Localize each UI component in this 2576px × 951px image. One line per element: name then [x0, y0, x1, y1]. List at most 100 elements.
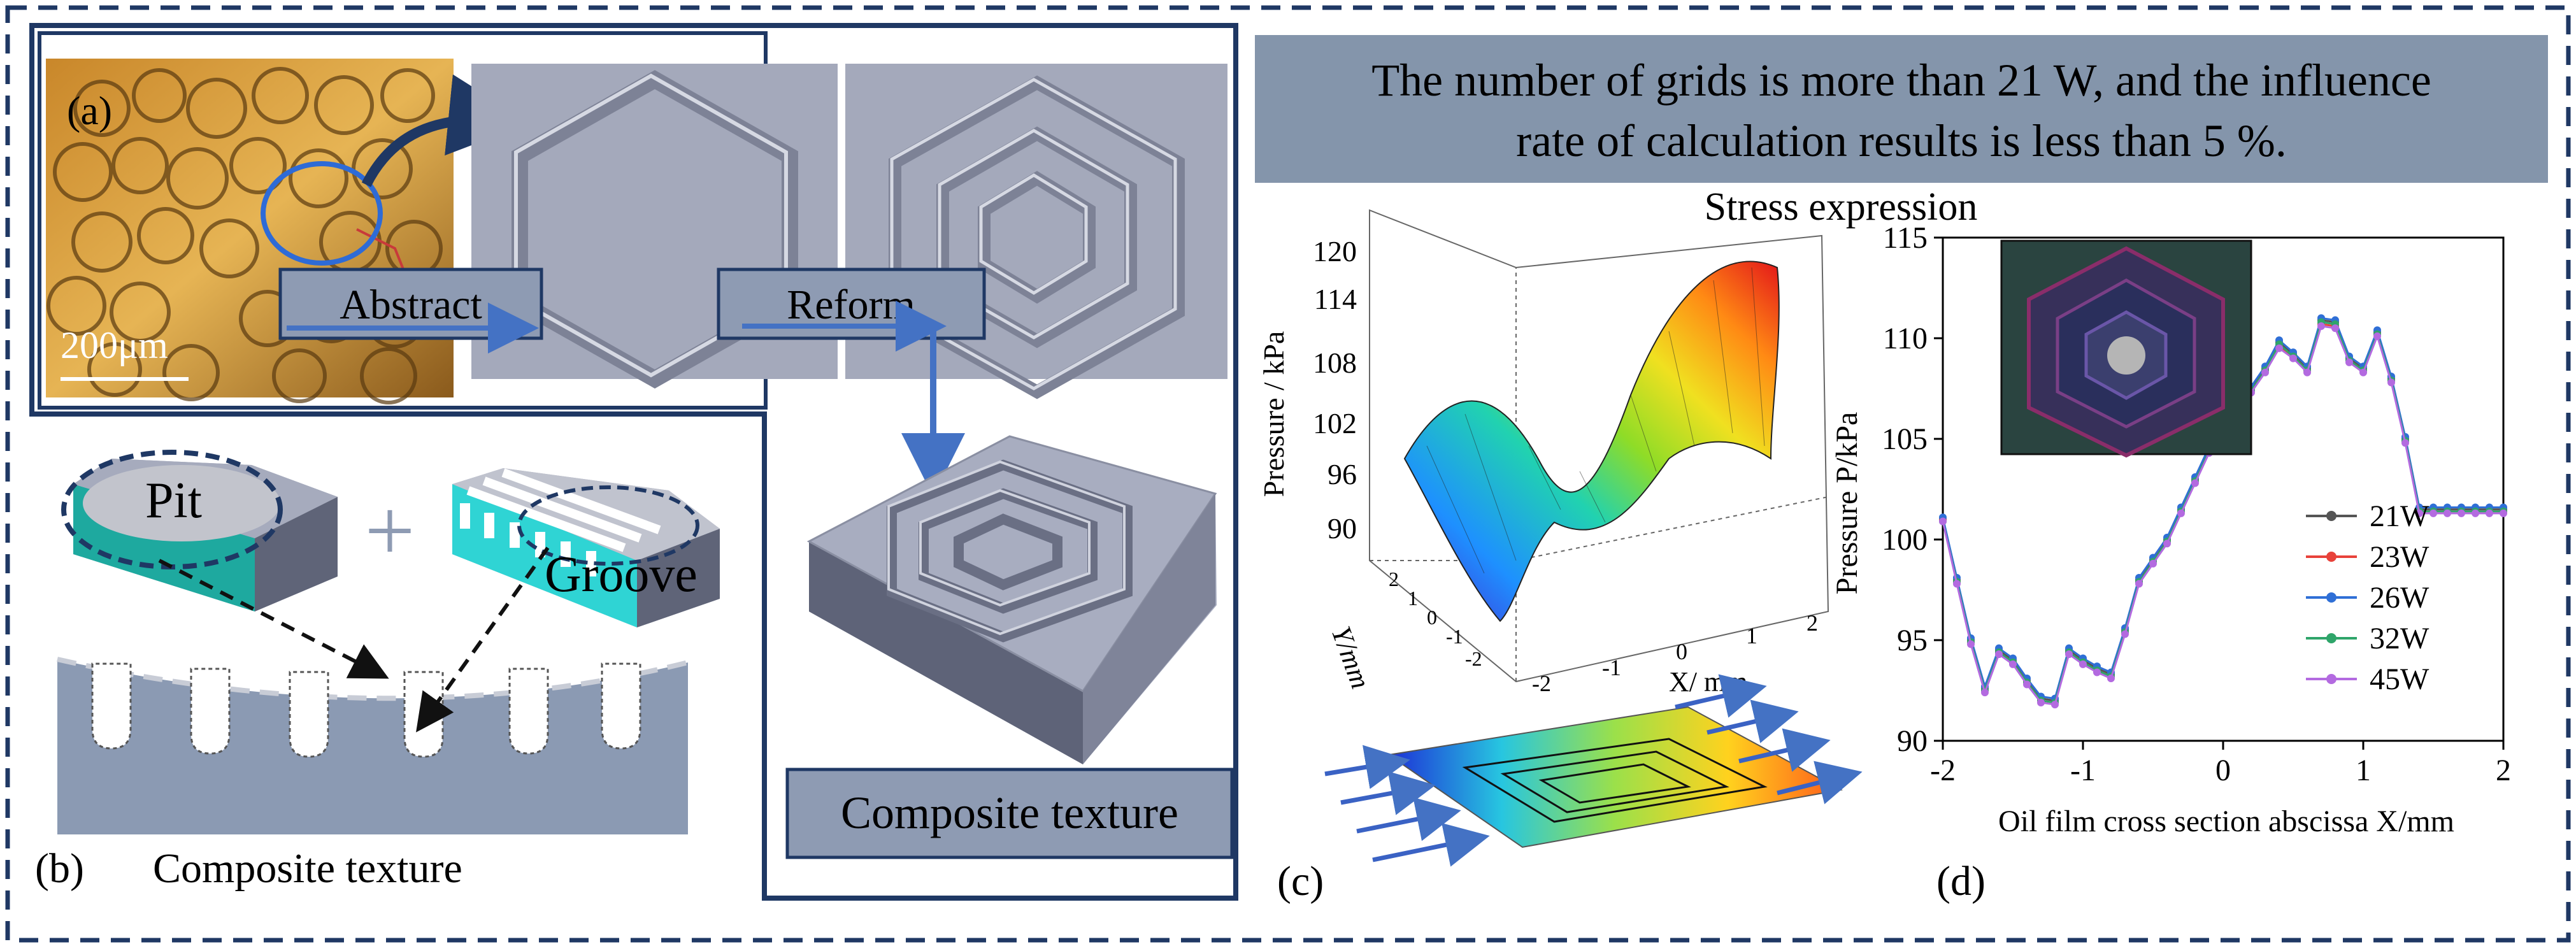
x-tick: 1: [1746, 623, 1757, 648]
composite-texture-box: [785, 768, 1234, 859]
panel-d-label: (d): [1936, 858, 1986, 905]
data-point: [2191, 479, 2199, 487]
legend-label: 45W: [2370, 662, 2429, 696]
data-point: [1981, 689, 1989, 697]
chart-y-label: Pressure P/kPa: [1830, 412, 1864, 595]
composite-texture-label: Composite texture: [841, 787, 1178, 838]
plus-symbol: +: [365, 482, 415, 580]
x-tick-label: 0: [2215, 754, 2231, 787]
concentric-hexagon-render: [845, 64, 1227, 399]
mesh-inset: [2000, 240, 2252, 458]
y-tick-label: 115: [1883, 221, 1928, 255]
groove-label: Groove: [545, 547, 698, 603]
micrograph-image: [46, 59, 454, 404]
x-ticks: -2 -1 0 1 2: [1532, 610, 1818, 696]
z-tick: 120: [1313, 235, 1357, 268]
data-point: [2051, 701, 2059, 709]
x-tick: 0: [1676, 639, 1687, 664]
data-point: [2486, 509, 2493, 517]
panel-a-label: (a): [67, 88, 112, 133]
data-point: [2135, 580, 2143, 588]
data-point: [2065, 650, 2073, 659]
chart-x-label: Oil film cross section abscissa X/mm: [1998, 804, 2454, 838]
data-point: [2177, 509, 2185, 517]
surface-mesh: [1426, 267, 1765, 574]
outer-dashed-frame: [5, 5, 2571, 943]
legend-marker: [2326, 592, 2336, 603]
data-point: [1939, 517, 1947, 526]
left-panel-border: [29, 23, 1238, 901]
panel-d: Pressure P/kPa Oil film cross section ab…: [1830, 221, 2511, 905]
z-tick: 96: [1327, 458, 1357, 490]
data-point: [2345, 358, 2353, 366]
data-point: [2037, 698, 2045, 706]
y-tick: -1: [1446, 625, 1463, 648]
data-point: [2023, 680, 2031, 689]
data-point: [2009, 660, 2017, 668]
panel-c: The number of grids is more than 21 W, a…: [1255, 35, 2548, 905]
data-point: [2107, 675, 2115, 683]
data-point: [2289, 354, 2297, 362]
data-point: [2093, 668, 2101, 676]
panel-c-label: (c): [1277, 858, 1324, 905]
data-point: [2331, 324, 2339, 332]
data-point: [1967, 640, 1975, 648]
data-point: [2458, 509, 2465, 517]
legend-label: 21W: [2370, 499, 2429, 533]
data-point: [1953, 580, 1961, 588]
panel-b-caption: Composite texture: [153, 845, 462, 892]
data-point: [2261, 368, 2269, 376]
down-arrow: [901, 322, 965, 497]
composite-block-3d: [806, 435, 1217, 764]
x-tick-label: -2: [1930, 754, 1956, 787]
y-tick-label: 110: [1883, 322, 1928, 355]
x-tick-label: -1: [2070, 754, 2096, 787]
y-tick-label: 105: [1882, 422, 1928, 456]
reform-label: Reform: [787, 282, 915, 328]
z-tick: 108: [1313, 347, 1357, 379]
z-tick: 114: [1314, 283, 1357, 315]
data-point: [2429, 509, 2437, 517]
contour-plate: [1324, 674, 1863, 867]
data-point: [2079, 660, 2087, 668]
y-tick: 2: [1389, 568, 1399, 590]
y-tick: -2: [1465, 647, 1482, 670]
data-point: [2401, 439, 2409, 447]
data-point: [2472, 509, 2479, 517]
data-point: [2444, 509, 2451, 517]
pit-block: [61, 450, 338, 611]
panel-b-label: (b): [35, 845, 84, 892]
x-tick-label: 2: [2496, 754, 2511, 787]
legend-label: 23W: [2370, 540, 2429, 574]
selection-circle: [261, 161, 383, 266]
stress-title: Stress expression: [1705, 185, 1978, 229]
data-point: [2359, 368, 2367, 376]
data-point: [2373, 332, 2381, 340]
x-tick: 2: [1807, 610, 1818, 636]
y-tick-label: 95: [1897, 624, 1928, 657]
x-tick-label: 1: [2356, 754, 2371, 787]
groove-block: [452, 468, 720, 627]
data-point: [2121, 630, 2129, 638]
panel-b: Pit + Groove: [35, 450, 720, 892]
y-tick-label: 90: [1897, 724, 1928, 758]
legend-marker: [2326, 633, 2336, 643]
abstract-label: Abstract: [340, 282, 482, 328]
x-tick: -2: [1532, 671, 1551, 696]
data-point: [2387, 378, 2395, 387]
data-point: [2149, 559, 2157, 568]
data-point: [1995, 650, 2003, 659]
pit-label: Pit: [145, 473, 202, 529]
data-point: [2275, 344, 2283, 352]
cross-section: [57, 657, 689, 834]
legend-marker: [2326, 552, 2336, 562]
banner-line-1: The number of grids is more than 21 W, a…: [1371, 55, 2431, 106]
z-axis-label: Pressure / kPa: [1257, 331, 1290, 497]
data-point: [2163, 540, 2171, 548]
z-tick: 90: [1327, 512, 1357, 545]
y-tick: 0: [1427, 606, 1437, 629]
banner: [1255, 35, 2548, 183]
pressure-surface: [1403, 261, 1780, 622]
pit-dashed-arrow: [158, 559, 389, 679]
